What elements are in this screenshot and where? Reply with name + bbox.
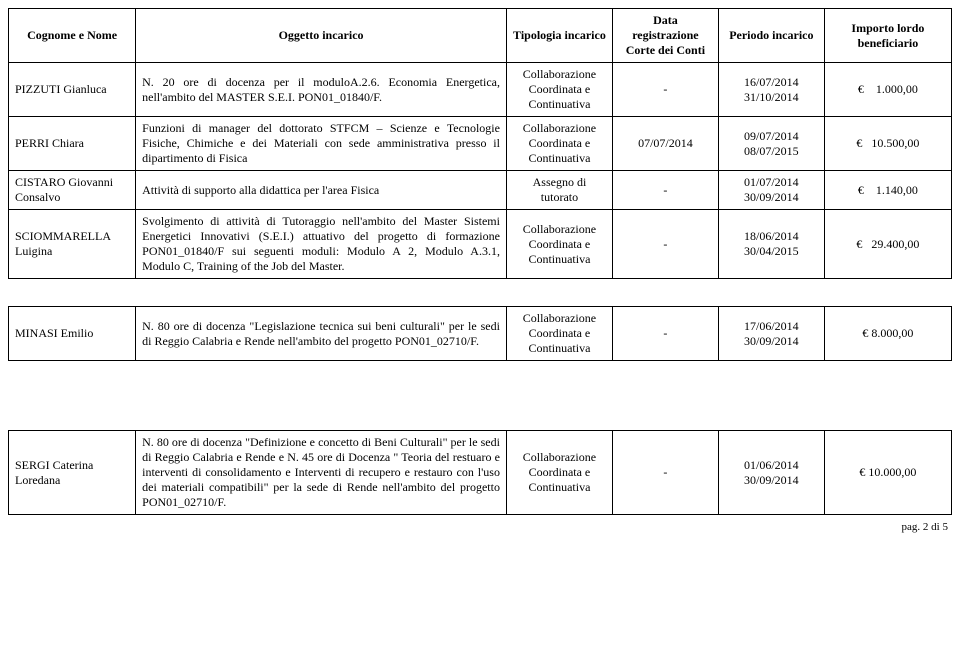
periodo-from: 01/06/2014 [725,458,818,473]
cell-data: - [612,171,718,210]
cell-oggetto: Funzioni di manager del dottorato STFCM … [136,117,507,171]
cell-periodo: 01/07/201430/09/2014 [718,171,824,210]
periodo-to: 31/10/2014 [725,90,818,105]
cell-tipologia: Collaborazione Coordinata e Continuativa [506,210,612,279]
page-number: pag. 2 di 5 [8,521,952,533]
periodo-from: 16/07/2014 [725,75,818,90]
separator-cell [9,361,952,431]
cell-tipologia: Collaborazione Coordinata e Continuativa [506,63,612,117]
periodo-from: 18/06/2014 [725,229,818,244]
periodo-to: 08/07/2015 [725,144,818,159]
periodo-to: 30/09/2014 [725,190,818,205]
table-row: CISTARO Giovanni ConsalvoAttività di sup… [9,171,952,210]
table-row: PERRI ChiaraFunzioni di manager del dott… [9,117,952,171]
cell-periodo: 01/06/201430/09/2014 [718,431,824,515]
cell-periodo: 16/07/201431/10/2014 [718,63,824,117]
col-periodo: Periodo incarico [718,9,824,63]
col-oggetto: Oggetto incarico [136,9,507,63]
cell-importo: € 8.000,00 [824,307,951,361]
separator-row [9,361,952,431]
periodo-to: 30/09/2014 [725,334,818,349]
table-row: SCIOMMARELLA LuiginaSvolgimento di attiv… [9,210,952,279]
cell-periodo: 09/07/201408/07/2015 [718,117,824,171]
cell-importo: € 29.400,00 [824,210,951,279]
col-cognome: Cognome e Nome [9,9,136,63]
separator-row [9,279,952,307]
table-header: Cognome e Nome Oggetto incarico Tipologi… [9,9,952,63]
periodo-from: 17/06/2014 [725,319,818,334]
table-row: PIZZUTI GianlucaN. 20 ore di docenza per… [9,63,952,117]
table-body: PIZZUTI GianlucaN. 20 ore di docenza per… [9,63,952,515]
periodo-to: 30/04/2015 [725,244,818,259]
cell-oggetto: N. 20 ore di docenza per il moduloA.2.6.… [136,63,507,117]
cell-data: - [612,307,718,361]
incarichi-table: Cognome e Nome Oggetto incarico Tipologi… [8,8,952,515]
col-tipologia: Tipologia incarico [506,9,612,63]
table-row: SERGI Caterina LoredanaN. 80 ore di doce… [9,431,952,515]
cell-cognome: PIZZUTI Gianluca [9,63,136,117]
cell-importo: € 10.000,00 [824,431,951,515]
cell-tipologia: Assegno di tutorato [506,171,612,210]
periodo-from: 01/07/2014 [725,175,818,190]
cell-data: - [612,431,718,515]
table-row: MINASI EmilioN. 80 ore di docenza "Legis… [9,307,952,361]
cell-importo: € 1.000,00 [824,63,951,117]
col-data: Data registrazione Corte dei Conti [612,9,718,63]
cell-tipologia: Collaborazione Coordinata e Continuativa [506,431,612,515]
cell-cognome: CISTARO Giovanni Consalvo [9,171,136,210]
cell-oggetto: N. 80 ore di docenza "Legislazione tecni… [136,307,507,361]
separator-cell [9,279,952,307]
col-importo: Importo lordo beneficiario [824,9,951,63]
cell-tipologia: Collaborazione Coordinata e Continuativa [506,307,612,361]
cell-tipologia: Collaborazione Coordinata e Continuativa [506,117,612,171]
cell-cognome: PERRI Chiara [9,117,136,171]
cell-oggetto: N. 80 ore di docenza "Definizione e conc… [136,431,507,515]
cell-oggetto: Attività di supporto alla didattica per … [136,171,507,210]
cell-data: - [612,63,718,117]
cell-data: 07/07/2014 [612,117,718,171]
periodo-to: 30/09/2014 [725,473,818,488]
cell-periodo: 17/06/201430/09/2014 [718,307,824,361]
periodo-from: 09/07/2014 [725,129,818,144]
cell-data: - [612,210,718,279]
cell-importo: € 10.500,00 [824,117,951,171]
cell-periodo: 18/06/201430/04/2015 [718,210,824,279]
cell-cognome: SCIOMMARELLA Luigina [9,210,136,279]
cell-cognome: SERGI Caterina Loredana [9,431,136,515]
cell-cognome: MINASI Emilio [9,307,136,361]
cell-oggetto: Svolgimento di attività di Tutoraggio ne… [136,210,507,279]
cell-importo: € 1.140,00 [824,171,951,210]
